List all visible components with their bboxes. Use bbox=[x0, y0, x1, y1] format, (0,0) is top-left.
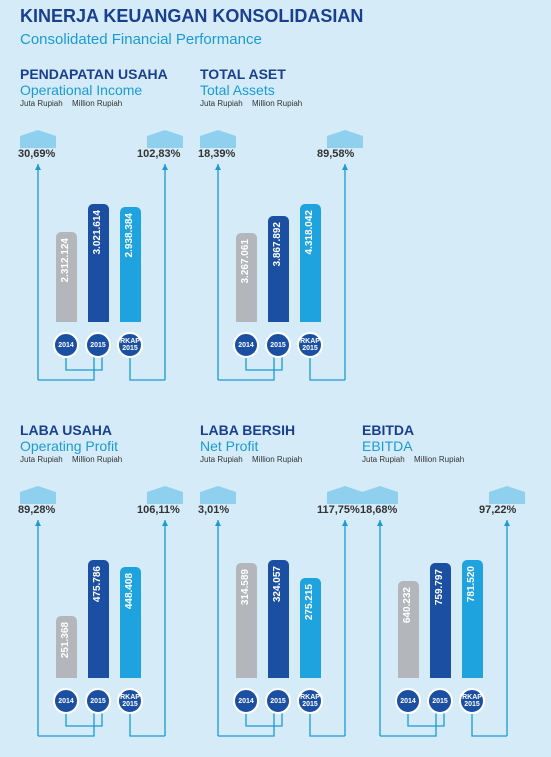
chart-subtitle: Operating Profit bbox=[20, 438, 119, 454]
unit-label: Juta Rupiah bbox=[200, 455, 243, 464]
category-badge: 2015 bbox=[265, 332, 291, 358]
value-label: 3.021.614 bbox=[92, 210, 103, 255]
category-badge: 2014 bbox=[233, 332, 259, 358]
bar bbox=[235, 232, 257, 322]
growth-label: 18,68% bbox=[360, 504, 398, 516]
unit-label: Juta Rupiah bbox=[20, 99, 63, 108]
value-label: 640.232 bbox=[402, 587, 413, 624]
bar bbox=[461, 560, 483, 678]
value-label: 759.797 bbox=[434, 569, 445, 606]
bar bbox=[87, 204, 109, 322]
category-badge: 2014 bbox=[395, 688, 421, 714]
arrow-head bbox=[162, 164, 168, 170]
bar bbox=[299, 204, 321, 322]
bar bbox=[299, 577, 321, 678]
marker-shape bbox=[362, 486, 398, 504]
category-badge: 2015 bbox=[85, 688, 111, 714]
value-label: 251.368 bbox=[60, 621, 71, 658]
bar bbox=[429, 563, 451, 678]
arrow-head bbox=[35, 164, 41, 170]
arrow-head bbox=[215, 520, 221, 526]
unit-label-en: Million Rupiah bbox=[414, 455, 465, 464]
arrow-head bbox=[162, 520, 168, 526]
growth-label: 30,69% bbox=[18, 148, 56, 160]
bar bbox=[55, 615, 77, 678]
growth-label: 97,22% bbox=[479, 504, 517, 516]
value-label: 2.312.124 bbox=[60, 237, 71, 283]
value-label: 4.318.042 bbox=[304, 210, 315, 255]
unit-label-en: Million Rupiah bbox=[72, 99, 123, 108]
category-badge: 2014 bbox=[53, 332, 79, 358]
bar bbox=[87, 560, 109, 678]
arrow-head bbox=[342, 164, 348, 170]
arrow-head bbox=[342, 520, 348, 526]
chart-subtitle: Total Assets bbox=[200, 82, 275, 98]
value-label: 3.267.061 bbox=[240, 238, 251, 284]
value-label: 448.408 bbox=[124, 572, 135, 609]
bar bbox=[55, 231, 77, 322]
page-title: KINERJA KEUANGAN KONSOLIDASIAN bbox=[20, 6, 364, 26]
category-badge: RKAP 2015 bbox=[297, 332, 323, 358]
value-label: 3.867.892 bbox=[272, 222, 283, 267]
chart-title: TOTAL ASET bbox=[200, 66, 286, 82]
growth-label: 106,11% bbox=[137, 504, 180, 516]
value-label: 324.057 bbox=[272, 566, 283, 603]
value-label: 781.520 bbox=[466, 566, 477, 603]
unit-label: Juta Rupiah bbox=[20, 455, 63, 464]
chart-subtitle: EBITDA bbox=[362, 438, 413, 454]
category-badge: 2014 bbox=[233, 688, 259, 714]
value-label: 275.215 bbox=[304, 583, 315, 620]
bar bbox=[235, 563, 257, 678]
marker-shape bbox=[20, 130, 56, 148]
arrow-head bbox=[215, 164, 221, 170]
unit-label: Juta Rupiah bbox=[362, 455, 405, 464]
chart-title: PENDAPATAN USAHA bbox=[20, 66, 168, 82]
value-label: 314.589 bbox=[240, 569, 251, 606]
category-badge: RKAP 2015 bbox=[459, 688, 485, 714]
chart-subtitle: Net Profit bbox=[200, 438, 259, 454]
category-badge: RKAP 2015 bbox=[117, 688, 143, 714]
marker-shape bbox=[489, 486, 525, 504]
category-badge: RKAP 2015 bbox=[297, 688, 323, 714]
chart-title: LABA BERSIH bbox=[200, 422, 296, 438]
marker-shape bbox=[147, 486, 183, 504]
value-label: 475.786 bbox=[92, 566, 103, 603]
value-label: 2.938.384 bbox=[124, 213, 135, 258]
growth-label: 18,39% bbox=[198, 148, 236, 160]
unit-label-en: Million Rupiah bbox=[252, 99, 303, 108]
unit-label: Juta Rupiah bbox=[200, 99, 243, 108]
chart-title: LABA USAHA bbox=[20, 422, 113, 438]
category-badge: 2015 bbox=[85, 332, 111, 358]
marker-shape bbox=[200, 130, 236, 148]
category-badge: 2015 bbox=[265, 688, 291, 714]
bar bbox=[119, 566, 141, 678]
growth-label: 89,58% bbox=[317, 148, 355, 160]
page-subtitle: Consolidated Financial Performance bbox=[20, 31, 262, 48]
category-badge: 2014 bbox=[53, 688, 79, 714]
bar bbox=[119, 207, 141, 322]
marker-shape bbox=[20, 486, 56, 504]
chart-title: EBITDA bbox=[362, 422, 415, 438]
arrow-head bbox=[35, 520, 41, 526]
bar bbox=[267, 560, 289, 678]
category-badge: 2015 bbox=[427, 688, 453, 714]
arrow-head bbox=[504, 520, 510, 526]
growth-label: 117,75% bbox=[317, 504, 360, 516]
chart-subtitle: Operational Income bbox=[20, 82, 143, 98]
unit-label-en: Million Rupiah bbox=[72, 455, 123, 464]
bar bbox=[397, 581, 419, 678]
category-badge: RKAP 2015 bbox=[117, 332, 143, 358]
bar bbox=[267, 216, 289, 322]
marker-shape bbox=[147, 130, 183, 148]
marker-shape bbox=[200, 486, 236, 504]
growth-label: 102,83% bbox=[137, 148, 181, 160]
growth-label: 89,28% bbox=[18, 504, 56, 516]
marker-shape bbox=[327, 486, 363, 504]
unit-label-en: Million Rupiah bbox=[252, 455, 303, 464]
marker-shape bbox=[327, 130, 363, 148]
arrow-head bbox=[377, 520, 383, 526]
growth-label: 3,01% bbox=[198, 504, 230, 516]
